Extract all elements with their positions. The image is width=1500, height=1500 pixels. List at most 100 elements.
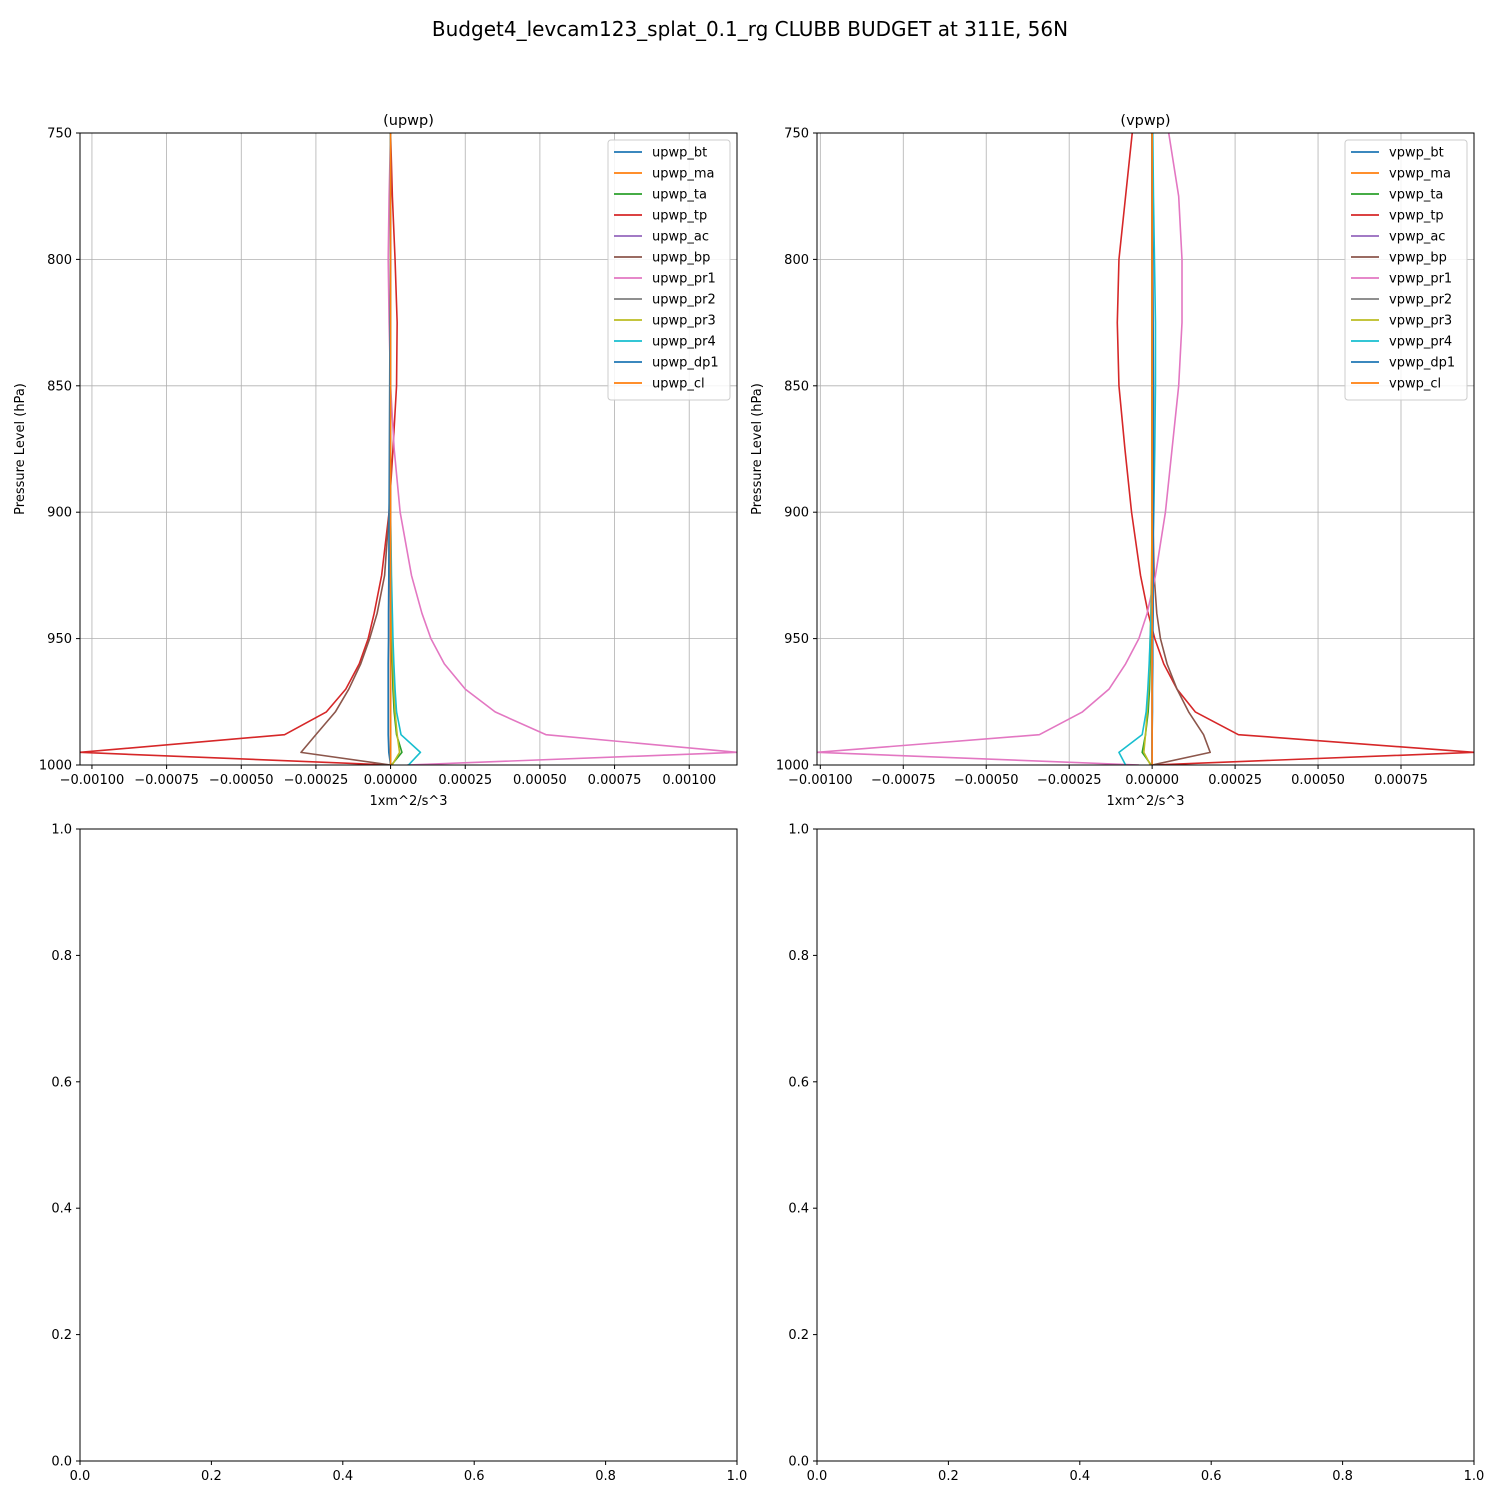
legend: vpwp_bt vpwp_ma vpwp_ta vpwp_tp vpwp_ac vpwp_…	[1344, 139, 1468, 401]
y-axis-label: Pressure Level (hPa)	[750, 383, 765, 515]
legend-entry: upwp_ma	[652, 167, 715, 182]
y-tick-label: 0.6	[51, 1075, 72, 1090]
x-tick-label: 0.6	[1201, 1469, 1222, 1484]
series-group	[817, 133, 1474, 765]
legend-entry: upwp_bp	[652, 251, 710, 266]
figure-title: Budget4_levcam123_splat_0.1_rg CLUBB BUD…	[432, 17, 1068, 41]
y-tick-label: 800	[784, 253, 809, 268]
y-tick-label: 0.4	[788, 1202, 809, 1217]
x-tick-label: −0.00075	[871, 773, 936, 788]
x-tick-label: −0.00025	[284, 773, 349, 788]
axes-1: −0.00100 −0.00075 −0.00050 −0.00025 0.00000 0…	[750, 113, 1475, 809]
legend-entry: vpwp_pr3	[1389, 314, 1452, 329]
axes-frame	[79, 828, 738, 1462]
y-tick-label: 900	[784, 506, 809, 521]
axes-root: −0.00100 −0.00075 −0.00050 −0.00025 0.00000 0…	[13, 113, 1484, 1484]
y-tick-label: 850	[784, 379, 809, 394]
x-tick-label: 0.00025	[438, 773, 492, 788]
legend-entry: upwp_pr1	[652, 272, 716, 287]
legend-entry: vpwp_cl	[1389, 377, 1441, 392]
legend-entry: upwp_ta	[652, 188, 707, 203]
x-tick-label: 0.2	[938, 1469, 959, 1484]
y-tick-label: 1.0	[51, 823, 72, 838]
series-line-vpwp_tp	[1116, 133, 1474, 765]
x-tick-label: 0.00050	[1291, 773, 1345, 788]
x-tick-label: −0.00100	[60, 773, 125, 788]
axes-0: −0.00100 −0.00075 −0.00050 −0.00025 0.00000 0…	[13, 113, 738, 809]
x-tick-label: −0.00100	[788, 773, 853, 788]
axes-frame	[816, 132, 1475, 766]
axes-title: (upwp)	[383, 113, 434, 129]
x-tick-label: 1.0	[727, 1469, 748, 1484]
y-tick-label: 950	[47, 632, 72, 647]
y-tick-label: 0.0	[788, 1455, 809, 1470]
legend-entry: vpwp_pr2	[1389, 293, 1452, 308]
y-tick-label: 1000	[39, 759, 72, 774]
x-tick-label: 0.00100	[662, 773, 716, 788]
y-tick-label: 0.8	[51, 949, 72, 964]
x-tick-label: 0.00075	[1374, 773, 1428, 788]
legend-entry: upwp_pr4	[652, 335, 716, 350]
x-tick-label: 0.0	[70, 1469, 91, 1484]
x-tick-label: 0.00000	[1125, 773, 1179, 788]
x-tick-label: −0.00075	[134, 773, 199, 788]
series-line-upwp_tp	[80, 133, 398, 765]
legend-entry: vpwp_ta	[1389, 188, 1443, 203]
axes-3: 0.0 0.2 0.4 0.6 0.8 1.0 0.0 0.2 0.4 0.6 0.8 1.0	[788, 823, 1484, 1485]
y-tick-label: 800	[47, 253, 72, 268]
x-tick-label: 0.00050	[513, 773, 567, 788]
legend-entry: upwp_cl	[652, 377, 705, 392]
y-tick-label: 850	[47, 379, 72, 394]
y-tick-label: 950	[784, 632, 809, 647]
legend-entry: vpwp_pr4	[1389, 335, 1452, 350]
series-group	[80, 133, 737, 765]
x-tick-label: 0.2	[201, 1469, 222, 1484]
x-tick-label: 0.00075	[588, 773, 642, 788]
y-tick-label: 0.8	[788, 949, 809, 964]
legend-box	[607, 139, 731, 401]
x-tick-label: −0.00025	[1037, 773, 1102, 788]
axes-frame	[816, 828, 1475, 1462]
series-line-upwp_pr1	[387, 133, 737, 765]
x-tick-label: −0.00050	[954, 773, 1019, 788]
legend-entry: vpwp_bp	[1389, 251, 1447, 266]
x-tick-label: 0.00025	[1208, 773, 1262, 788]
y-tick-label: 750	[47, 127, 72, 142]
legend-entry: vpwp_dp1	[1389, 356, 1455, 371]
legend-entry: upwp_dp1	[652, 356, 719, 371]
x-tick-label: 0.8	[1332, 1469, 1353, 1484]
legend-entry: upwp_pr3	[652, 314, 716, 329]
legend: upwp_bt upwp_ma upwp_ta upwp_tp upwp_ac upwp_…	[607, 139, 731, 401]
y-tick-label: 1.0	[788, 823, 809, 838]
x-tick-label: −0.00050	[209, 773, 274, 788]
y-tick-label: 0.4	[51, 1202, 72, 1217]
legend-entry: vpwp_pr1	[1389, 272, 1452, 287]
x-tick-label: 0.4	[1069, 1469, 1090, 1484]
legend-entry: upwp_tp	[652, 209, 707, 224]
legend-box	[1344, 139, 1468, 401]
x-tick-label: 0.6	[464, 1469, 485, 1484]
y-tick-label: 1000	[776, 759, 809, 774]
y-tick-label: 0.6	[788, 1075, 809, 1090]
y-tick-label: 0.2	[51, 1328, 72, 1343]
y-tick-label: 900	[47, 506, 72, 521]
axes-frame	[79, 132, 738, 766]
x-tick-label: 0.0	[807, 1469, 828, 1484]
x-tick-label: 0.8	[595, 1469, 616, 1484]
axes-title: (vpwp)	[1120, 113, 1170, 129]
x-tick-label: 0.00000	[364, 773, 418, 788]
x-tick-label: 0.4	[332, 1469, 353, 1484]
legend-entry: vpwp_tp	[1389, 209, 1444, 224]
legend-entry: upwp_ac	[652, 230, 709, 245]
y-tick-label: 0.2	[788, 1328, 809, 1343]
y-axis-label: Pressure Level (hPa)	[13, 383, 28, 515]
y-tick-label: 750	[784, 127, 809, 142]
axes-2: 0.0 0.2 0.4 0.6 0.8 1.0 0.0 0.2 0.4 0.6 0.8 1.0	[51, 823, 747, 1485]
legend-entry: vpwp_ac	[1389, 230, 1445, 245]
legend-entry: upwp_pr2	[652, 293, 716, 308]
x-axis-label: 1xm^2/s^3	[369, 794, 447, 809]
legend-entry: vpwp_bt	[1389, 146, 1444, 161]
y-tick-label: 0.0	[51, 1455, 72, 1470]
